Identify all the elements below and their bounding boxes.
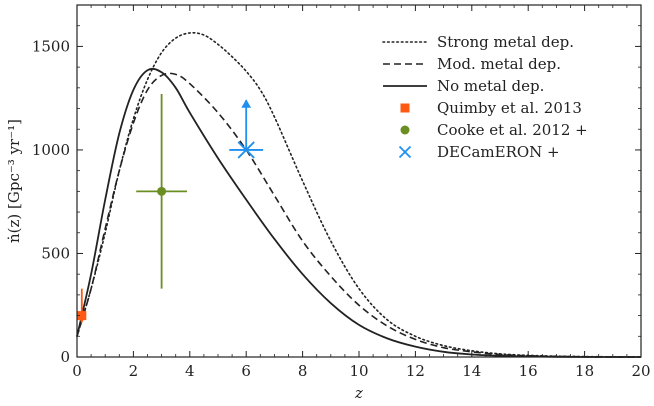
series-line-dashed [76, 72, 642, 358]
data-point [229, 99, 264, 159]
legend-entry: DECamERON + [398, 143, 560, 161]
x-marker-stroke [237, 141, 255, 159]
legend-label: Quimby et al. 2013 [437, 99, 582, 117]
square-marker [77, 311, 87, 321]
y-tick-label: 1000 [32, 141, 70, 159]
data-point [77, 288, 87, 324]
x-tick-label: 16 [519, 362, 538, 380]
x-axis-label: z [354, 384, 363, 402]
x-tick-label: 6 [241, 362, 251, 380]
y-tick-label: 0 [60, 348, 70, 366]
legend-label: No metal dep. [437, 77, 544, 95]
legend-label: Mod. metal dep. [437, 55, 561, 73]
legend-entry: Mod. metal dep. [383, 55, 561, 73]
x-tick-label: 20 [631, 362, 650, 380]
legend-entry: Cooke et al. 2012 + [400, 121, 588, 139]
x-tick-label: 12 [406, 362, 425, 380]
circle-marker [157, 186, 167, 196]
square-marker [400, 103, 410, 113]
x-tick-label: 14 [462, 362, 481, 380]
x-tick-label: 10 [349, 362, 368, 380]
legend-label: DECamERON + [437, 143, 560, 161]
x-marker-stroke [398, 145, 412, 159]
x-tick-label: 8 [298, 362, 308, 380]
circle-marker [400, 125, 410, 135]
legend-label: Strong metal dep. [437, 33, 574, 51]
x-tick-label: 2 [129, 362, 139, 380]
x-tick-label: 18 [575, 362, 594, 380]
lower-limit-arrowhead [241, 99, 252, 108]
x-tick-label: 0 [72, 362, 82, 380]
data-point [136, 94, 187, 289]
legend-entry: Quimby et al. 2013 [400, 99, 582, 117]
chart-legend: Strong metal dep. Mod. metal dep. No metal… [382, 33, 588, 161]
y-tick-label: 500 [41, 244, 70, 262]
legend-entry: No metal dep. [383, 77, 544, 95]
y-tick-label: 1500 [32, 37, 70, 55]
y-axis-label: ṅ(z) [Gpc⁻³ yr⁻¹] [5, 119, 23, 243]
legend-entry: Strong metal dep. [382, 33, 574, 51]
y-axis-ticks: 0 500 1000 1500 [32, 4, 641, 366]
legend-label: Cooke et al. 2012 + [437, 121, 588, 139]
x-tick-label: 4 [185, 362, 195, 380]
x-axis-ticks: 0 2 4 6 8 10 12 14 16 18 20 [72, 5, 651, 380]
